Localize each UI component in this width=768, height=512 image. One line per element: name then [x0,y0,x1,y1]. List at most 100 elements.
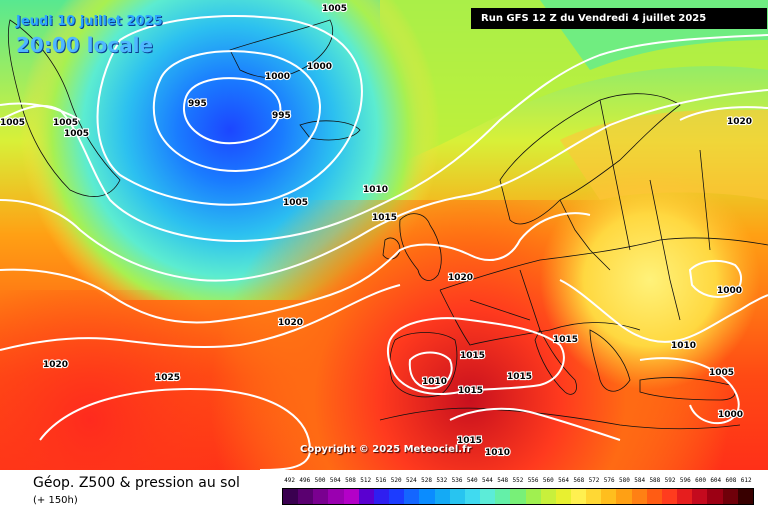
isobar-label: 1015 [507,372,532,382]
isobar-label: 1000 [718,410,743,420]
scale-label: 588 [649,477,661,484]
scale-label: 576 [603,477,615,484]
isobar-label: 1005 [709,368,734,378]
scale-label: 608 [725,477,737,484]
isobar-label: 1005 [322,4,347,14]
scale-swatch [692,489,708,504]
scale-swatch [358,489,374,504]
scale-label: 584 [634,477,646,484]
scale-swatch [419,489,435,504]
isobar-label: 1010 [422,377,447,387]
scale-swatch [373,489,390,504]
forecast-date: Jeudi 10 juillet 2025 [16,14,163,29]
scale-label: 536 [451,477,463,484]
scale-swatch [313,489,329,504]
scale-swatch [570,489,587,504]
isobar-label: 995 [272,111,291,121]
isobar-label: 1025 [155,373,180,383]
isobar-label: 1000 [307,62,332,72]
scale-label: 568 [573,477,585,484]
scale-label: 512 [360,477,372,484]
isobar-label: 1020 [278,318,303,328]
scale-swatch [525,489,541,504]
scale-swatch [283,489,299,504]
scale-swatch [737,489,753,504]
scale-swatch [722,489,738,504]
scale-label: 504 [329,477,341,484]
scale-swatch [449,489,465,504]
scale-label: 524 [405,477,417,484]
scale-label: 612 [740,477,752,484]
scale-swatch [404,489,420,504]
scale-label: 564 [558,477,569,484]
scale-label: 548 [497,477,509,484]
isobars [0,15,768,470]
copyright-text: Copyright © 2025 Meteociel.fr [300,444,472,455]
isobar-label: 1015 [372,213,397,223]
isobar-label: 1020 [43,360,68,370]
scale-swatch [677,489,693,504]
isobar-label: 1005 [53,118,78,128]
scale-label: 520 [390,477,402,484]
scale-label: 552 [512,477,524,484]
scale-swatch [540,489,556,504]
scale-swatch [434,489,450,504]
scale-swatch [343,489,359,504]
scale-swatch [464,489,481,504]
scale-label: 600 [695,477,706,484]
scale-label: 572 [588,477,600,484]
isobar-label: 1000 [265,72,290,82]
isobar-label: 1015 [457,436,482,446]
scale-swatch [480,489,496,504]
isobar-label: 1010 [485,448,510,458]
color-scale-labels: 492 496 500 504 508 512 516 520 524 528 532 536 540 5… [282,477,754,487]
scale-label: 500 [314,477,326,484]
scale-label: 592 [664,477,676,484]
forecast-time: 20:00 locale [16,33,153,57]
isobar-label: 1000 [717,286,742,296]
forecast-offset: (+ 150h) [33,495,78,506]
scale-label: 528 [421,477,432,484]
isobar-label: 995 [188,99,207,109]
scale-label: 580 [619,477,630,484]
isobar-label: 1020 [448,273,473,283]
scale-swatch [586,489,602,504]
isobar-label: 1005 [64,129,89,139]
scale-swatch [631,489,647,504]
scale-swatch [646,489,662,504]
isobar-label: 1015 [460,351,485,361]
scale-swatch [298,489,314,504]
scale-label: 516 [375,477,387,484]
isobar-label: 1015 [458,386,483,396]
scale-label: 508 [345,477,356,484]
scale-label: 496 [299,477,311,484]
scale-swatch [555,489,571,504]
scale-label: 556 [527,477,539,484]
scale-label: 544 [482,477,493,484]
scale-swatch [510,489,526,504]
weather-map: 1005 1000 1000 995 995 1005 1005 1005 1005 1010 10… [0,0,768,470]
isobar-label: 1005 [283,198,308,208]
scale-swatch [616,489,632,504]
isobar-label: 1020 [727,117,752,127]
scale-label: 604 [710,477,722,484]
isobar-label: 1005 [0,118,25,128]
isobar-label: 1010 [671,341,696,351]
scale-label: 560 [542,477,554,484]
scale-label: 596 [679,477,691,484]
scale-label: 540 [466,477,478,484]
isobar-label: 1015 [553,335,578,345]
scale-swatch [601,489,617,504]
scale-swatch [707,489,723,504]
color-scale-bar [282,488,754,505]
scale-swatch [661,489,678,504]
model-run-info: Run GFS 12 Z du Vendredi 4 juillet 2025 [471,8,767,29]
scale-swatch [328,489,344,504]
scale-swatch [495,489,511,504]
map-title: Géop. Z500 & pression au sol [33,475,240,491]
legend-bar: Géop. Z500 & pression au sol (+ 150h) 49… [0,470,768,512]
scale-swatch [389,489,405,504]
scale-label: 492 [284,477,296,484]
